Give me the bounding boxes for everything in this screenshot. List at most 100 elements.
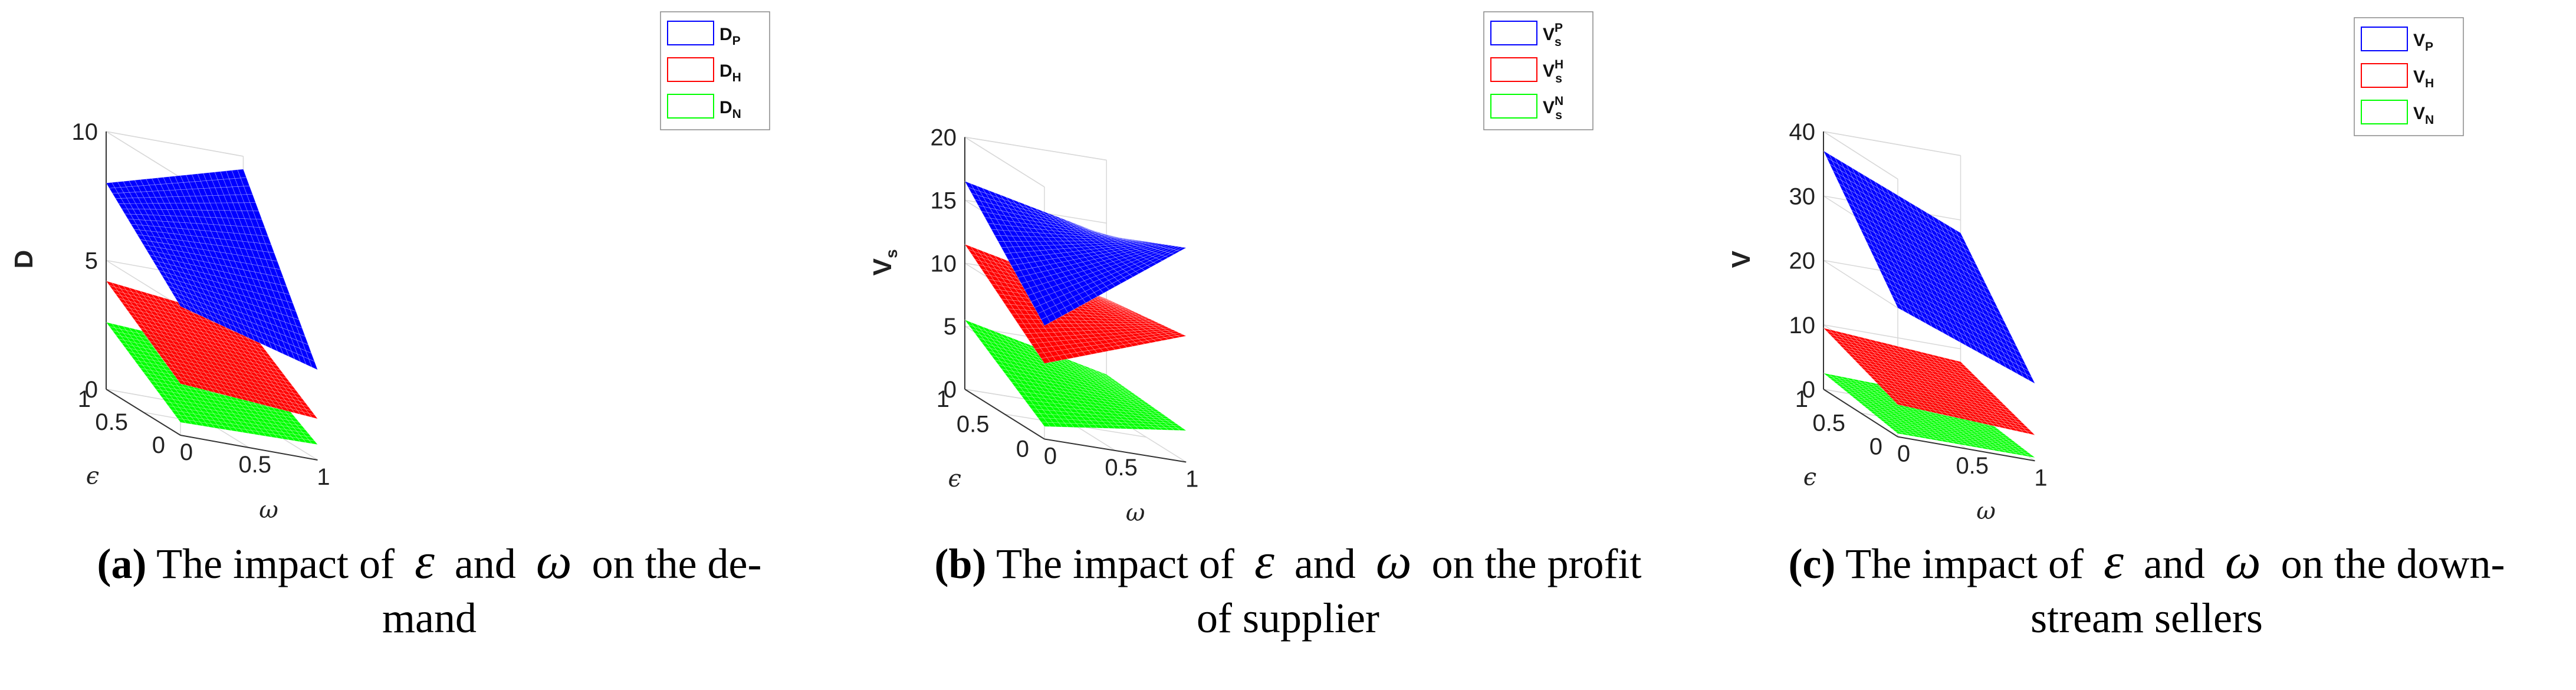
x-tick-label: 1: [1185, 466, 1198, 492]
legend-sub: H: [732, 71, 741, 84]
z-tick-label: 5: [944, 314, 957, 340]
legend-swatch: [667, 21, 714, 45]
panel-b: 0 0.5 1 0 0.5 1 0 5 10 15 20 ω ϵ Vs VP s VH s VN s (b) The …: [859, 0, 1717, 690]
legend-sub: P: [732, 34, 741, 48]
surface-patch: [1100, 372, 1110, 377]
z-tick-label: 5: [85, 248, 98, 274]
surface-V_H: [1822, 327, 2036, 436]
x-tick-label: 0.5: [1105, 455, 1138, 481]
x-tick-label: 0: [180, 439, 193, 465]
legend-swatch: [667, 94, 714, 119]
caption-symbol-omega: ω: [535, 533, 572, 589]
caption-symbol-omega: ω: [1375, 533, 1412, 589]
legend: VP sVH sVN s: [1483, 11, 1593, 130]
caption-text-post: on the profit: [1431, 540, 1642, 587]
caption-text: The impact of: [996, 540, 1235, 587]
z-tick-label: 10: [931, 251, 957, 277]
legend-main: D: [719, 61, 732, 81]
legend-sup: N: [1555, 94, 1563, 108]
legend-entry-D_P: DP: [719, 25, 741, 48]
z-tick-label: 15: [931, 188, 957, 213]
surface-patch: [237, 169, 247, 179]
plot-area: [1822, 131, 2036, 462]
axis-lines: [1823, 132, 2035, 462]
caption-tag: (b): [934, 540, 987, 587]
x-tick-label: 1: [317, 464, 330, 490]
grid-z-line: [964, 136, 1107, 188]
z-tick-label: 0: [944, 377, 957, 403]
plot-area: [964, 136, 1187, 463]
legend-swatch: [1490, 57, 1537, 82]
x-tick-label: 0.5: [238, 452, 271, 478]
caption-b-line2: of supplier: [1197, 594, 1379, 642]
z-tick-label: 0: [85, 377, 98, 403]
plot-area: [105, 131, 318, 461]
z-axis-label-sub: s: [882, 249, 901, 258]
caption-tag: (a): [97, 540, 147, 587]
legend-sup: P: [1555, 21, 1563, 35]
surface-patch: [1100, 233, 1110, 236]
legend-sup: H: [1555, 58, 1563, 71]
legend-main: D: [719, 98, 732, 117]
x-axis-label: ω: [259, 497, 278, 524]
legend-entry-V_s^P: VP s: [1543, 21, 1563, 49]
x-axis-label: ω: [1126, 500, 1145, 527]
x-tick-label: 0: [1044, 443, 1057, 469]
caption-symbol-epsilon: ε: [1254, 533, 1274, 589]
surface-patch: [1100, 296, 1110, 301]
surface-D_H: [105, 280, 318, 419]
legend-swatch: [1490, 21, 1537, 45]
y-axis-line: [964, 389, 1045, 440]
z-tick-label: 20: [931, 125, 957, 151]
caption-a-line2: mand: [382, 594, 477, 642]
legend-swatch: [667, 57, 714, 82]
surface-V_s^N: [964, 319, 1187, 431]
axis-lines: [964, 137, 1187, 463]
panel-c: 0 0.5 1 0 0.5 1 0 10 20 30 40 ω ϵ V VP VH VN (c) The imp…: [1717, 0, 2576, 690]
caption-text-post: on the de-: [592, 540, 762, 587]
grid-z-line: [106, 131, 244, 178]
y-tick-label: 0.5: [95, 409, 128, 435]
y-tick-label: 1: [78, 386, 91, 412]
legend-sub: s: [1555, 109, 1562, 122]
legend-sub: s: [1555, 72, 1562, 86]
y-axis-line: [106, 389, 181, 436]
y-axis-line: [1823, 389, 1898, 438]
x-axis-line: [1044, 438, 1187, 463]
surface-patch: [1954, 360, 1965, 366]
y-axis-label: ϵ: [86, 463, 99, 490]
legend-entry-D_H: DH: [719, 61, 741, 84]
surface-V_P: [1823, 150, 2036, 385]
caption-symbol-epsilon: ε: [415, 533, 435, 589]
x-axis-line: [1897, 436, 2035, 462]
legend-entry-V_s^H: VH s: [1543, 58, 1563, 86]
legend-main: D: [719, 25, 732, 44]
x-axis-line: [180, 435, 318, 461]
z-tick-label: 10: [72, 119, 98, 145]
legend-entry-V_s^N: VN s: [1543, 94, 1563, 122]
surface-D_P: [106, 169, 318, 370]
y-axis-label: ϵ: [948, 465, 961, 492]
legend-main: V: [1543, 61, 1555, 81]
panel-a: 0 0.5 1 0 0.5 1 0 5 10 ω ϵ D DP DH DN (a) The impact o…: [0, 0, 859, 690]
legend-main: V: [1543, 98, 1555, 117]
y-tick-label: 1: [937, 386, 949, 412]
caption-and: and: [454, 540, 516, 587]
caption-a-line1: (a) The impact of ε and ω on the de-: [0, 534, 859, 591]
caption-text: The impact of: [156, 540, 395, 587]
caption-b: (b) The impact of ε and ω on the profit of s…: [859, 534, 1717, 645]
y-tick-label: 0: [1016, 436, 1029, 462]
legend-swatch: [1490, 94, 1537, 119]
surface-V_s^P: [964, 180, 1187, 326]
caption-a: (a) The impact of ε and ω on the de- mand: [0, 534, 859, 645]
caption-and: and: [1294, 540, 1356, 587]
legend-sub: N: [732, 107, 741, 121]
legend-sub: s: [1555, 35, 1562, 49]
z-axis-label: D: [9, 250, 38, 269]
